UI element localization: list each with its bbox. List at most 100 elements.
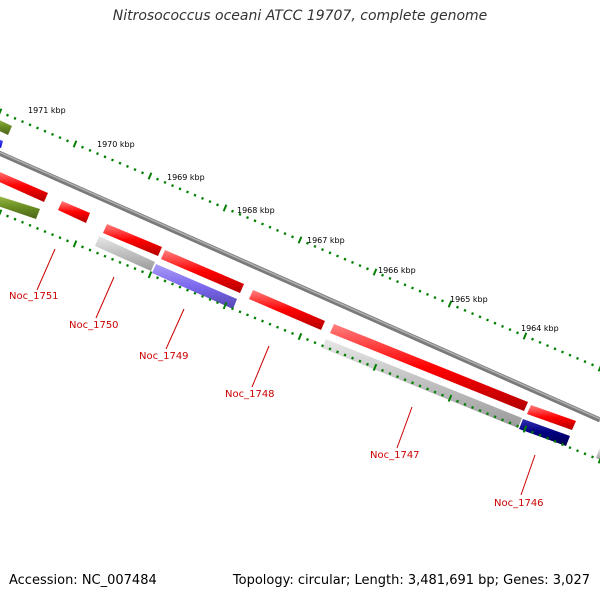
outer-ruler-tick	[58, 136, 62, 140]
outer-ruler-tick	[456, 305, 459, 309]
inner-ruler-tick	[313, 341, 317, 345]
inner-ruler-tick	[186, 288, 189, 292]
outer-ruler-tick	[411, 286, 414, 290]
outer-ruler-tick	[36, 126, 39, 130]
outer-ruler-tick	[133, 168, 137, 172]
inner-ruler-tick	[328, 347, 332, 351]
outer-ruler-tick	[6, 113, 9, 117]
outer-ruler-tick	[118, 161, 122, 165]
outer-ruler-tick	[343, 257, 347, 261]
outer-ruler-tick	[313, 244, 317, 248]
feature-red-1750	[103, 224, 162, 256]
inner-ruler-tick	[231, 307, 234, 311]
inner-ruler-tick	[411, 381, 414, 385]
inner-ruler-tick	[576, 449, 579, 453]
outer-ruler-tick	[276, 228, 279, 232]
inner-ruler-tick	[246, 313, 249, 317]
ruler-label-1966: 1966 kbp	[378, 266, 416, 275]
inner-ruler-tick	[13, 217, 17, 221]
inner-ruler-tick	[118, 260, 122, 264]
feature-red-1748	[249, 290, 325, 330]
inner-ruler-tick	[88, 248, 92, 252]
outer-ruler-tick	[447, 300, 453, 308]
inner-ruler-tick	[561, 443, 564, 447]
feature-red-small	[58, 201, 90, 223]
inner-ruler-tick	[306, 338, 309, 342]
inner-ruler-tick	[6, 214, 9, 218]
inner-ruler-tick	[501, 418, 504, 422]
inner-ruler-tick	[516, 424, 519, 428]
outer-ruler-tick	[591, 363, 594, 367]
outer-ruler-tick	[508, 328, 512, 332]
inner-ruler-tick	[208, 297, 212, 301]
outer-ruler-tick	[336, 254, 339, 258]
inner-ruler-tick	[441, 393, 444, 397]
outer-ruler-tick	[201, 196, 204, 200]
outer-ruler-tick	[478, 315, 482, 319]
inner-ruler-tick	[426, 387, 429, 391]
outer-ruler-tick	[246, 216, 249, 220]
gene-label-noc-1749: Noc_1749	[139, 351, 189, 362]
inner-ruler-tick	[193, 291, 197, 295]
feature-gray-edge	[596, 449, 600, 460]
outer-ruler-tick	[28, 123, 32, 127]
ruler-label-1971: 1971 kbp	[28, 106, 66, 115]
outer-ruler-tick	[433, 296, 437, 300]
outer-ruler-tick	[96, 152, 99, 156]
outer-ruler-tick	[351, 260, 354, 264]
leader-noc-1750	[95, 276, 115, 319]
outer-ruler-tick	[516, 331, 519, 335]
outer-ruler-tick	[103, 155, 107, 159]
outer-ruler-tick	[66, 139, 69, 143]
outer-ruler-tick	[238, 212, 242, 216]
outer-ruler-tick	[493, 321, 497, 325]
inner-ruler-tick	[433, 390, 437, 394]
outer-ruler-tick	[141, 171, 144, 175]
outer-ruler-tick	[388, 276, 392, 280]
inner-ruler-tick	[216, 301, 219, 305]
feature-gray-1750	[95, 236, 155, 271]
outer-ruler-tick	[321, 248, 324, 252]
genome-backbone	[0, 150, 600, 423]
inner-ruler-tick	[36, 226, 39, 230]
inner-ruler-tick	[201, 294, 204, 298]
outer-ruler-tick	[156, 177, 159, 181]
ruler-label-1970: 1970 kbp	[97, 140, 135, 149]
inner-ruler-tick	[591, 455, 594, 459]
outer-ruler-tick	[568, 353, 572, 357]
outer-ruler-tick	[358, 264, 362, 268]
inner-ruler-tick	[96, 251, 99, 255]
outer-ruler-tick	[268, 225, 272, 229]
inner-ruler-tick	[447, 394, 453, 402]
inner-ruler-tick	[66, 239, 69, 243]
inner-ruler-tick	[261, 319, 264, 323]
inner-ruler-tick	[358, 359, 362, 363]
inner-ruler-tick	[508, 421, 512, 425]
feature-red-1746	[527, 405, 576, 430]
outer-ruler-tick	[576, 356, 579, 360]
outer-ruler-tick	[291, 235, 294, 239]
inner-ruler-tick	[163, 279, 167, 283]
inner-ruler-tick	[493, 415, 497, 419]
inner-ruler-tick	[133, 267, 137, 271]
outer-ruler-tick	[463, 308, 467, 312]
outer-ruler-tick	[426, 292, 429, 296]
outer-ruler-tick	[126, 164, 129, 168]
outer-ruler-tick	[222, 204, 228, 212]
gene-labels: Noc_1751 Noc_1750 Noc_1749 Noc_1748 Noc_…	[9, 248, 544, 509]
inner-ruler-tick	[403, 378, 407, 382]
inner-ruler-tick	[51, 233, 54, 237]
inner-ruler-tick	[456, 399, 459, 403]
inner-ruler-tick	[478, 409, 482, 413]
inner-ruler-tick	[388, 372, 392, 376]
inner-ruler-tick	[103, 254, 107, 258]
outer-ruler-tick	[51, 132, 54, 136]
outer-ruler-tick	[147, 172, 153, 180]
inner-ruler-tick	[58, 236, 62, 240]
outer-ruler-tick	[0, 108, 3, 115]
outer-ruler-tick	[21, 120, 24, 124]
inner-ruler-tick	[418, 384, 422, 388]
outer-ruler-tick	[522, 332, 528, 340]
inner-ruler-tick	[351, 356, 354, 360]
forward-strand-features	[0, 120, 576, 430]
